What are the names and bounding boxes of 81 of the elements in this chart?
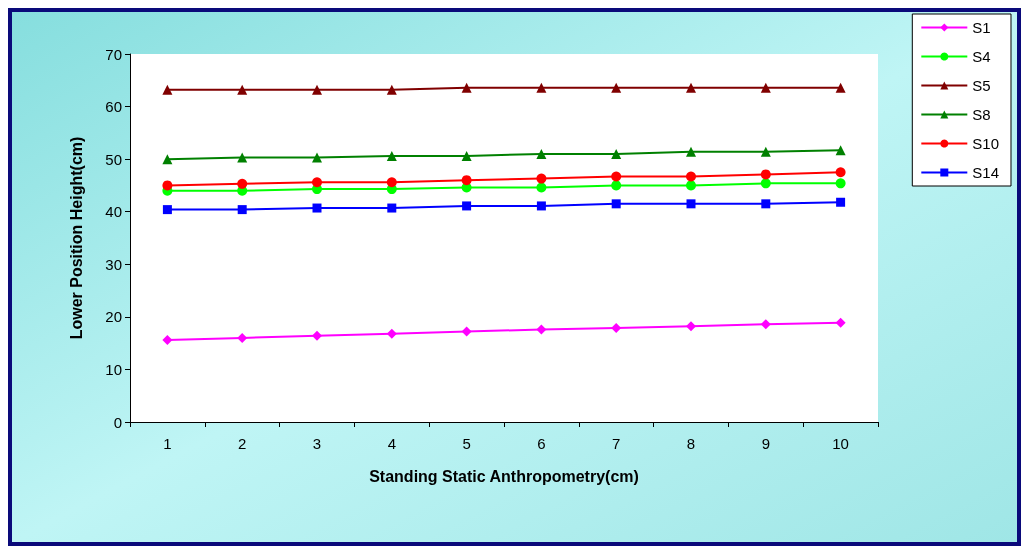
point <box>760 178 771 189</box>
y-tick-label: 40 <box>105 203 122 221</box>
point <box>461 326 472 337</box>
point <box>836 197 846 207</box>
point <box>386 328 397 339</box>
point <box>461 82 472 93</box>
point <box>760 319 771 330</box>
point <box>611 148 622 159</box>
point <box>536 324 547 335</box>
y-tick-label: 60 <box>105 98 122 116</box>
legend-label: S8 <box>972 106 991 123</box>
point <box>835 82 846 93</box>
point <box>312 203 322 213</box>
point <box>686 146 696 157</box>
point <box>312 177 322 188</box>
point <box>162 334 173 345</box>
x-tick-label: 7 <box>612 435 621 452</box>
x-tick-label: 8 <box>686 435 696 452</box>
point <box>162 205 172 215</box>
x-tick-label: 10 <box>832 435 849 452</box>
y-tick-label: 70 <box>105 45 122 63</box>
point <box>536 148 547 159</box>
y-tick-label: 30 <box>105 255 122 273</box>
point <box>835 145 846 156</box>
point <box>611 199 621 209</box>
point <box>312 84 322 95</box>
y-tick-label: 0 <box>113 413 122 431</box>
point <box>162 180 173 191</box>
point <box>462 201 472 211</box>
point <box>835 178 846 189</box>
point <box>237 152 248 163</box>
point <box>387 203 397 213</box>
x-tick-label: 5 <box>462 435 471 452</box>
point <box>461 150 472 161</box>
point <box>536 173 547 184</box>
point <box>162 154 173 165</box>
point <box>312 330 322 341</box>
point <box>760 146 771 157</box>
point <box>536 201 546 211</box>
point <box>686 180 696 191</box>
x-tick-label: 6 <box>537 435 546 452</box>
point <box>237 84 248 95</box>
legend-label: S10 <box>972 135 1000 152</box>
point <box>611 322 622 333</box>
point <box>686 171 696 182</box>
legend-label: S4 <box>972 48 991 65</box>
legend-label: S5 <box>972 77 991 94</box>
point <box>536 82 547 93</box>
point <box>536 182 547 193</box>
point <box>162 84 173 95</box>
legend-label: S1 <box>972 19 991 36</box>
point <box>760 82 771 93</box>
point <box>386 84 397 95</box>
x-tick-label: 3 <box>312 435 322 452</box>
y-tick-label: 10 <box>105 360 122 378</box>
point <box>237 178 248 189</box>
y-axis-title: Lower Position Height(cm) <box>67 136 85 340</box>
point <box>760 169 771 180</box>
point <box>761 199 771 209</box>
point <box>686 199 696 209</box>
y-tick-label: 50 <box>105 150 122 168</box>
point <box>237 205 247 215</box>
point <box>611 180 622 191</box>
point <box>835 167 846 178</box>
x-axis-title: Standing Static Anthropometry(cm) <box>369 467 639 485</box>
point <box>611 171 622 182</box>
point <box>386 150 397 161</box>
point <box>461 175 472 186</box>
point <box>686 321 696 332</box>
x-tick-label: 9 <box>761 435 770 452</box>
point <box>237 332 248 343</box>
y-tick-label: 20 <box>105 308 122 326</box>
legend-label: S14 <box>972 164 1000 181</box>
x-tick-label: 1 <box>163 435 172 452</box>
x-tick-label: 2 <box>238 435 247 452</box>
point <box>686 82 696 93</box>
point <box>312 152 322 163</box>
point <box>835 317 846 328</box>
point <box>386 177 397 188</box>
point <box>611 82 622 93</box>
x-tick-label: 4 <box>387 435 396 452</box>
